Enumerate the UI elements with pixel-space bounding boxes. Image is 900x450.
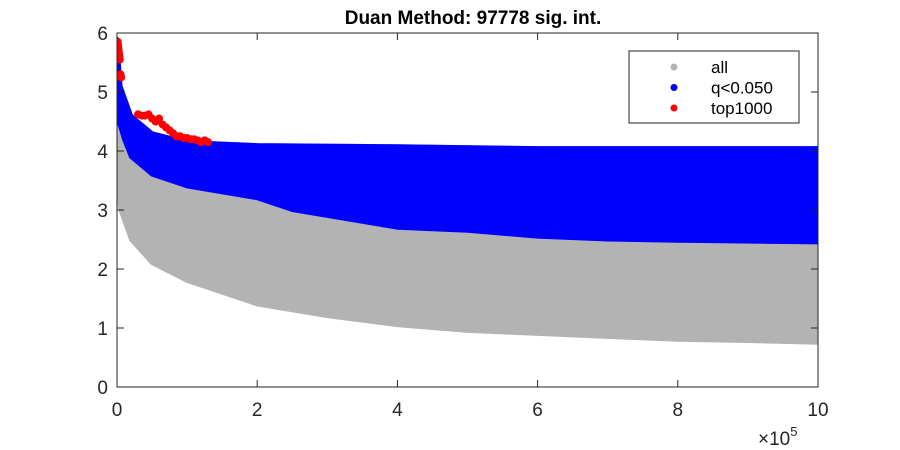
y-tick-label: 5 — [97, 83, 108, 104]
data-marks — [117, 36, 818, 345]
series-point-2-6 — [117, 55, 124, 64]
series-point-2-15 — [155, 114, 164, 123]
series-point-2-8 — [117, 73, 126, 82]
legend-marker — [670, 84, 678, 91]
x-tick-label: 4 — [392, 400, 403, 421]
legend-box — [628, 50, 800, 124]
legend-marker — [670, 63, 678, 71]
y-tick-label: 3 — [97, 201, 108, 222]
y-tick-label: 4 — [97, 142, 108, 163]
legend-label: all — [711, 58, 728, 77]
x-exponent-label: ×105 — [758, 424, 797, 450]
legend-label: top1000 — [711, 99, 772, 118]
x-tick-label: 2 — [252, 400, 263, 421]
x-tick-label: 8 — [673, 400, 684, 421]
axes: 0 2 4 6 8 10 0 1 2 3 4 5 6 — [97, 24, 828, 421]
y-tick-label: 0 — [97, 378, 108, 399]
x-tick-label: 0 — [112, 400, 123, 421]
series-point-2-29 — [204, 138, 213, 147]
chart-title: Duan Method: 97778 sig. int. — [345, 8, 602, 29]
plot-area — [117, 36, 818, 345]
x-tick-label: 6 — [532, 400, 543, 421]
y-tick-label: 1 — [97, 319, 108, 340]
x-tick-label: 10 — [807, 400, 828, 421]
legend-label: q<0.050 — [711, 79, 773, 98]
y-tick-label: 2 — [97, 260, 108, 281]
y-tick-label: 6 — [97, 24, 108, 45]
legend-marker — [670, 104, 678, 112]
